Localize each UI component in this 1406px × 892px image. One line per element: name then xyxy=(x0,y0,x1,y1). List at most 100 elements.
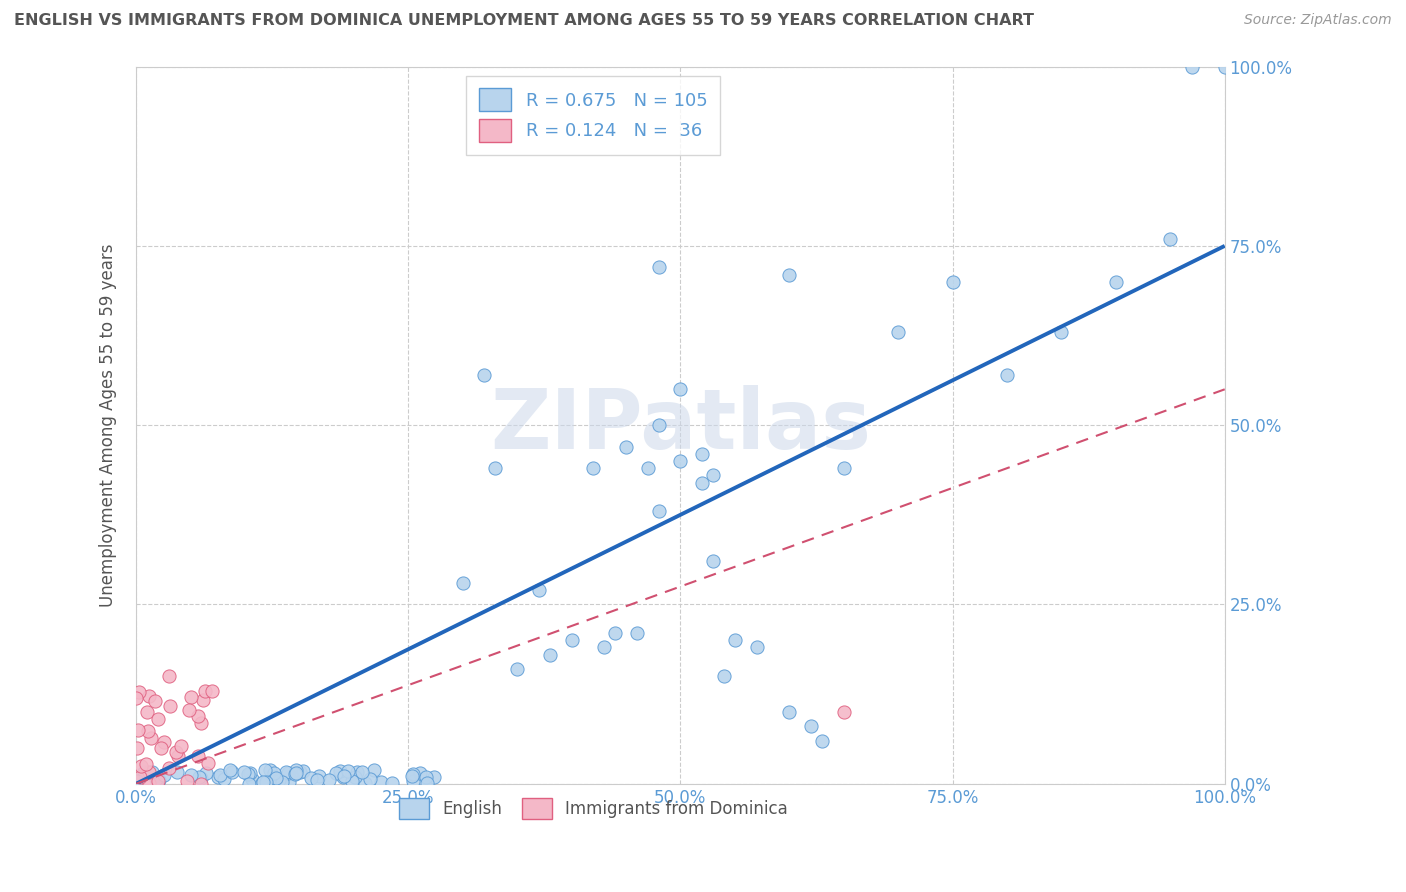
Point xyxy=(527,583,550,598)
Point xyxy=(146,773,169,788)
Point xyxy=(125,690,148,705)
Point xyxy=(138,689,160,703)
Point xyxy=(409,765,432,780)
Point xyxy=(152,735,174,749)
Point xyxy=(263,770,285,784)
Point xyxy=(614,440,637,454)
Point xyxy=(239,766,262,780)
Point xyxy=(647,260,669,275)
Point xyxy=(209,768,232,782)
Point xyxy=(141,765,163,780)
Point xyxy=(136,705,159,719)
Point xyxy=(238,777,260,791)
Point xyxy=(800,719,823,733)
Text: ZIPatlas: ZIPatlas xyxy=(489,384,870,466)
Point xyxy=(128,685,150,699)
Point xyxy=(603,626,626,640)
Point xyxy=(1213,60,1236,74)
Point xyxy=(125,773,148,788)
Point xyxy=(284,765,307,780)
Point xyxy=(942,275,965,289)
Point xyxy=(219,763,242,777)
Point xyxy=(187,749,209,764)
Point xyxy=(1159,232,1181,246)
Point xyxy=(669,382,692,396)
Point xyxy=(146,712,169,726)
Point xyxy=(415,770,437,784)
Point xyxy=(350,764,373,779)
Point xyxy=(127,723,149,737)
Point xyxy=(264,771,287,785)
Point xyxy=(811,733,834,747)
Point xyxy=(325,765,347,780)
Legend: English, Immigrants from Dominica: English, Immigrants from Dominica xyxy=(392,791,794,826)
Point xyxy=(270,774,292,789)
Point xyxy=(284,767,307,781)
Point xyxy=(167,748,190,763)
Point xyxy=(274,765,297,780)
Point xyxy=(263,766,285,780)
Point xyxy=(135,757,157,772)
Point xyxy=(201,684,224,698)
Point xyxy=(253,763,276,777)
Point xyxy=(337,764,360,779)
Point xyxy=(170,739,193,753)
Y-axis label: Unemployment Among Ages 55 to 59 years: Unemployment Among Ages 55 to 59 years xyxy=(100,244,117,607)
Point xyxy=(995,368,1018,382)
Point xyxy=(647,504,669,518)
Point xyxy=(724,633,747,648)
Point xyxy=(153,768,176,782)
Point xyxy=(359,772,381,786)
Point xyxy=(702,468,724,483)
Point xyxy=(538,648,561,662)
Point xyxy=(267,772,290,787)
Point xyxy=(187,770,209,784)
Point xyxy=(423,770,446,784)
Point xyxy=(129,758,152,772)
Point xyxy=(329,764,352,779)
Point xyxy=(593,640,616,655)
Point xyxy=(637,461,659,475)
Point xyxy=(212,772,235,787)
Point xyxy=(308,769,330,783)
Point xyxy=(128,770,150,784)
Point xyxy=(506,662,529,676)
Point xyxy=(179,703,201,717)
Point xyxy=(582,461,605,475)
Point xyxy=(125,740,148,755)
Point xyxy=(401,769,423,783)
Point xyxy=(190,715,212,730)
Point xyxy=(176,774,198,789)
Point xyxy=(141,731,163,745)
Point xyxy=(832,461,855,475)
Point xyxy=(887,325,910,339)
Point xyxy=(197,756,219,770)
Point xyxy=(318,773,340,788)
Point xyxy=(157,669,180,683)
Point xyxy=(259,763,281,777)
Point xyxy=(277,766,299,780)
Point xyxy=(250,776,273,790)
Point xyxy=(138,764,160,779)
Point xyxy=(353,776,375,790)
Point xyxy=(380,776,402,790)
Point xyxy=(166,765,188,780)
Point xyxy=(277,775,299,789)
Point xyxy=(647,418,669,433)
Point xyxy=(232,764,254,779)
Point xyxy=(284,764,307,778)
Point xyxy=(165,745,187,759)
Point xyxy=(342,774,364,789)
Point xyxy=(150,741,173,756)
Point xyxy=(451,576,474,591)
Point xyxy=(221,765,243,780)
Point xyxy=(305,772,328,787)
Point xyxy=(195,765,218,780)
Point xyxy=(344,770,367,784)
Point xyxy=(416,776,439,790)
Point xyxy=(370,774,392,789)
Point xyxy=(474,368,496,382)
Point xyxy=(132,765,155,780)
Point xyxy=(292,764,315,778)
Point xyxy=(402,774,425,789)
